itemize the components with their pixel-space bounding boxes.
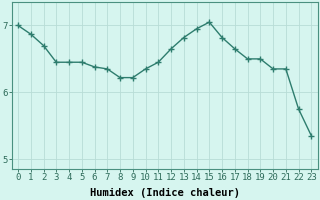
X-axis label: Humidex (Indice chaleur): Humidex (Indice chaleur) xyxy=(90,188,240,198)
